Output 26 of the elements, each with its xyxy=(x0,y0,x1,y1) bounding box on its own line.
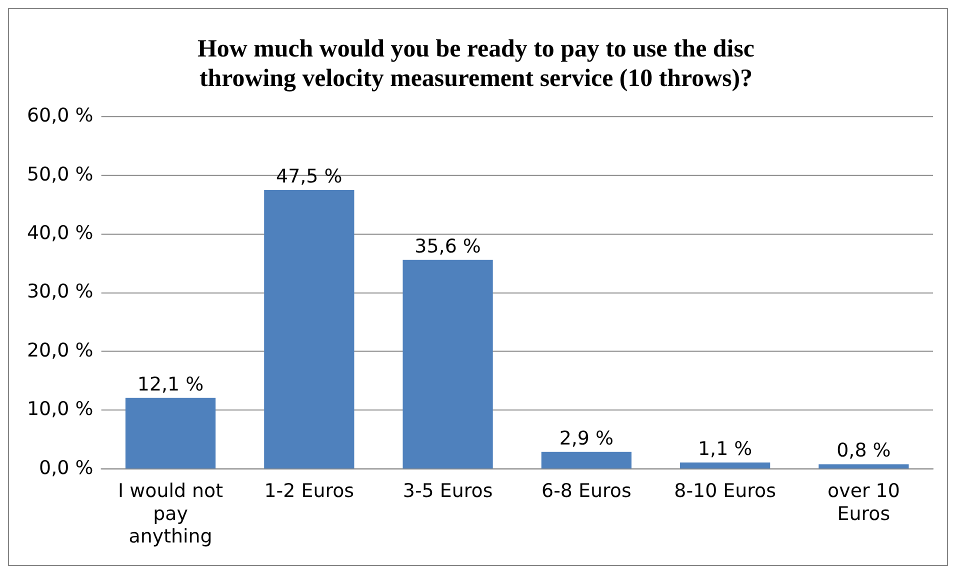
bar xyxy=(818,464,909,468)
data-label: 47,5 % xyxy=(276,165,342,188)
data-label: 1,1 % xyxy=(698,438,752,460)
x-tick-label: over 10 Euros xyxy=(828,480,900,525)
bar xyxy=(541,452,632,468)
y-tick-label: 0,0 % xyxy=(39,456,94,479)
y-tick-label: 40,0 % xyxy=(26,222,94,244)
x-tick-label: 3-5 Euros xyxy=(402,480,493,502)
y-tick-label: 20,0 % xyxy=(26,339,94,362)
y-tick-label: 30,0 % xyxy=(26,280,94,303)
bar xyxy=(402,260,493,468)
bar xyxy=(264,190,354,468)
x-tick-label: 6-8 Euros xyxy=(542,480,632,502)
data-label: 2,9 % xyxy=(559,427,614,450)
bar xyxy=(680,462,770,468)
y-tick-label: 10,0 % xyxy=(26,398,94,420)
data-label: 12,1 % xyxy=(137,373,204,396)
y-tick-label: 60,0 % xyxy=(26,104,94,127)
chart-title: How much would you be ready to pay to use the disc throwing velocity measurement service (10 throws)? xyxy=(198,35,754,92)
x-tick-label: I would not pay anything xyxy=(118,480,224,548)
data-label: 0,8 % xyxy=(836,440,891,462)
x-tick-label: 8-10 Euros xyxy=(674,480,776,502)
bar xyxy=(125,398,216,468)
y-tick-label: 50,0 % xyxy=(26,163,94,186)
data-label: 35,6 % xyxy=(414,235,481,258)
x-tick-label: 1-2 Euros xyxy=(264,480,354,502)
